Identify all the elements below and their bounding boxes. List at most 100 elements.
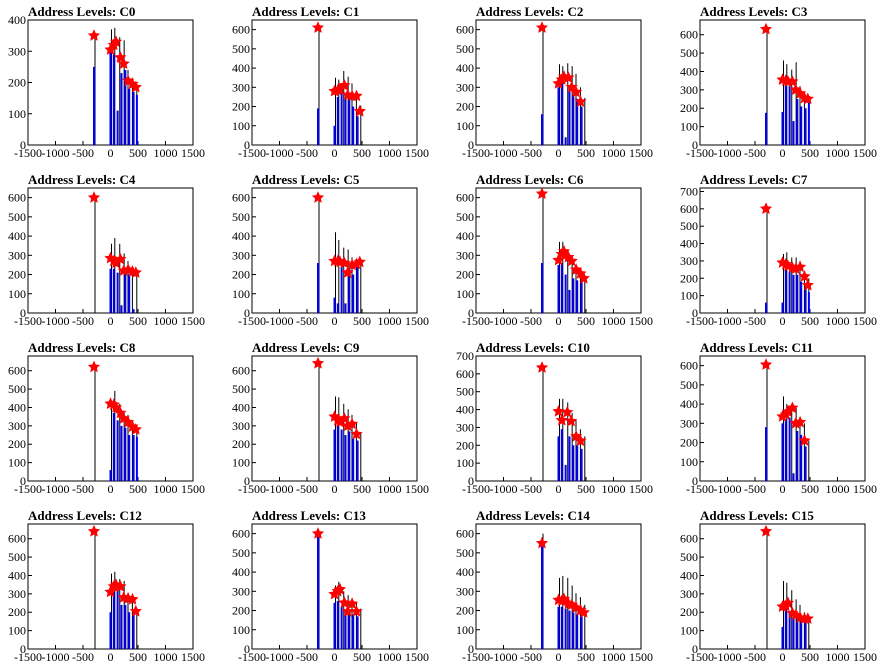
chart-title: Address Levels: C8 bbox=[28, 340, 136, 355]
star-marker bbox=[535, 21, 549, 33]
chart-panel: Address Levels: C5 -1500 -1000 -500 0 500 1000… bbox=[224, 168, 448, 336]
y-tick-label: 600 bbox=[8, 191, 26, 205]
y-tick-label: 200 bbox=[680, 271, 698, 285]
y-tick-label: 400 bbox=[456, 229, 474, 243]
y-tick-label: 400 bbox=[456, 403, 474, 417]
star-marker bbox=[345, 597, 359, 610]
chart-panel: Address Levels: C10 -1500 -1000 -500 0 500 100… bbox=[448, 336, 672, 504]
star-marker bbox=[555, 413, 568, 426]
chart-plot: -1500 -1000 -500 0 500 1000 1500 0 100 200 300 400 5… bbox=[232, 19, 429, 160]
star-marker bbox=[786, 75, 799, 87]
y-tick-label: 100 bbox=[456, 119, 474, 133]
y-tick-label: 0 bbox=[244, 306, 250, 320]
plot-frame bbox=[27, 355, 194, 482]
star-marker bbox=[87, 360, 101, 373]
y-tick-label: 600 bbox=[456, 367, 474, 381]
chart-panel: Address Levels: C6 -1500 -1000 -500 0 500 1000… bbox=[448, 168, 672, 336]
x-tick-label: 0 bbox=[556, 482, 562, 496]
star-marker bbox=[535, 187, 549, 199]
y-tick-label: 100 bbox=[8, 107, 26, 121]
chart-plot: -1500 -1000 -500 0 500 1000 1500 0 100 200 300 400 5… bbox=[456, 19, 653, 160]
star-marker bbox=[801, 92, 814, 105]
x-tick-label: -500 bbox=[744, 650, 766, 664]
y-tick-label: 0 bbox=[692, 642, 698, 656]
y-tick-label: 500 bbox=[8, 210, 26, 224]
star-marker bbox=[311, 21, 325, 33]
star-marker bbox=[109, 401, 123, 413]
x-tick-label: 500 bbox=[801, 482, 819, 496]
y-tick-label: 200 bbox=[232, 100, 250, 114]
star-marker bbox=[759, 358, 773, 370]
chart-title: Address Levels: C10 bbox=[476, 340, 590, 355]
x-tick-label: 500 bbox=[353, 650, 371, 664]
star-marker bbox=[801, 278, 814, 291]
star-marker bbox=[565, 254, 578, 267]
y-tick-label: 0 bbox=[20, 474, 26, 488]
y-tick-label: 600 bbox=[680, 532, 698, 546]
x-tick-label: -1500 bbox=[238, 482, 266, 496]
chart-title: Address Levels: C7 bbox=[700, 172, 808, 187]
x-tick-label: 1500 bbox=[629, 482, 653, 496]
star-marker bbox=[311, 356, 325, 369]
y-tick-label: 100 bbox=[8, 287, 26, 301]
x-tick-label: 1000 bbox=[602, 314, 626, 328]
y-tick-label: 400 bbox=[680, 568, 698, 582]
y-tick-label: 300 bbox=[232, 584, 250, 598]
y-tick-label: 600 bbox=[456, 527, 474, 541]
chart-plot: -1500 -1000 -500 0 500 1000 1500 0 100 200 300 400 5… bbox=[680, 355, 877, 496]
y-tick-label: 100 bbox=[232, 287, 250, 301]
x-tick-label: -1000 bbox=[266, 314, 294, 328]
star-marker bbox=[338, 596, 351, 609]
star-marker bbox=[338, 256, 351, 269]
y-tick-label: 100 bbox=[232, 456, 250, 470]
x-tick-label: 1000 bbox=[154, 314, 178, 328]
y-tick-label: 600 bbox=[680, 28, 698, 42]
y-tick-label: 500 bbox=[680, 378, 698, 392]
x-tick-label: 1500 bbox=[405, 314, 429, 328]
x-tick-label: -1000 bbox=[490, 146, 518, 160]
chart-title: Address Levels: C11 bbox=[700, 340, 814, 355]
x-tick-label: 1000 bbox=[378, 146, 402, 160]
x-tick-label: 1500 bbox=[853, 146, 877, 160]
x-tick-label: -1500 bbox=[14, 650, 42, 664]
star-marker bbox=[353, 255, 366, 268]
x-tick-label: 500 bbox=[129, 314, 147, 328]
x-tick-label: 1500 bbox=[853, 482, 877, 496]
y-tick-label: 200 bbox=[8, 76, 26, 90]
star-marker bbox=[793, 415, 807, 428]
y-tick-label: 500 bbox=[8, 382, 26, 396]
chart-title: Address Levels: C12 bbox=[28, 508, 142, 523]
y-tick-label: 500 bbox=[232, 546, 250, 560]
chart-title: Address Levels: C15 bbox=[700, 508, 814, 523]
y-tick-label: 200 bbox=[456, 438, 474, 452]
star-marker bbox=[311, 191, 325, 203]
y-tick-label: 300 bbox=[8, 248, 26, 262]
star-marker bbox=[577, 271, 590, 284]
star-marker bbox=[798, 270, 811, 282]
y-tick-label: 300 bbox=[232, 248, 250, 262]
x-tick-label: 0 bbox=[780, 482, 786, 496]
x-tick-label: 500 bbox=[353, 482, 371, 496]
y-tick-label: 400 bbox=[8, 400, 26, 414]
y-tick-label: 500 bbox=[680, 219, 698, 233]
chart-plot: -1500 -1000 -500 0 500 1000 1500 0 100 200 300 400 5… bbox=[232, 523, 429, 664]
y-tick-label: 100 bbox=[8, 624, 26, 638]
x-tick-label: -500 bbox=[744, 482, 766, 496]
y-tick-label: 200 bbox=[456, 100, 474, 114]
x-tick-label: -1000 bbox=[42, 146, 70, 160]
y-tick-label: 400 bbox=[232, 61, 250, 75]
x-tick-label: -500 bbox=[72, 314, 94, 328]
x-tick-label: 0 bbox=[556, 314, 562, 328]
x-tick-label: 0 bbox=[332, 314, 338, 328]
chart-title: Address Levels: C0 bbox=[28, 4, 136, 19]
y-tick-label: 100 bbox=[680, 289, 698, 303]
y-tick-label: 200 bbox=[680, 436, 698, 450]
x-tick-label: 500 bbox=[129, 482, 147, 496]
x-tick-label: -500 bbox=[520, 650, 542, 664]
y-tick-label: 600 bbox=[232, 364, 250, 378]
y-tick-label: 300 bbox=[232, 80, 250, 94]
star-marker bbox=[350, 605, 363, 617]
chart-panel: Address Levels: C8 -1500 -1000 -500 0 500 1000… bbox=[0, 336, 224, 504]
star-marker bbox=[781, 596, 795, 609]
